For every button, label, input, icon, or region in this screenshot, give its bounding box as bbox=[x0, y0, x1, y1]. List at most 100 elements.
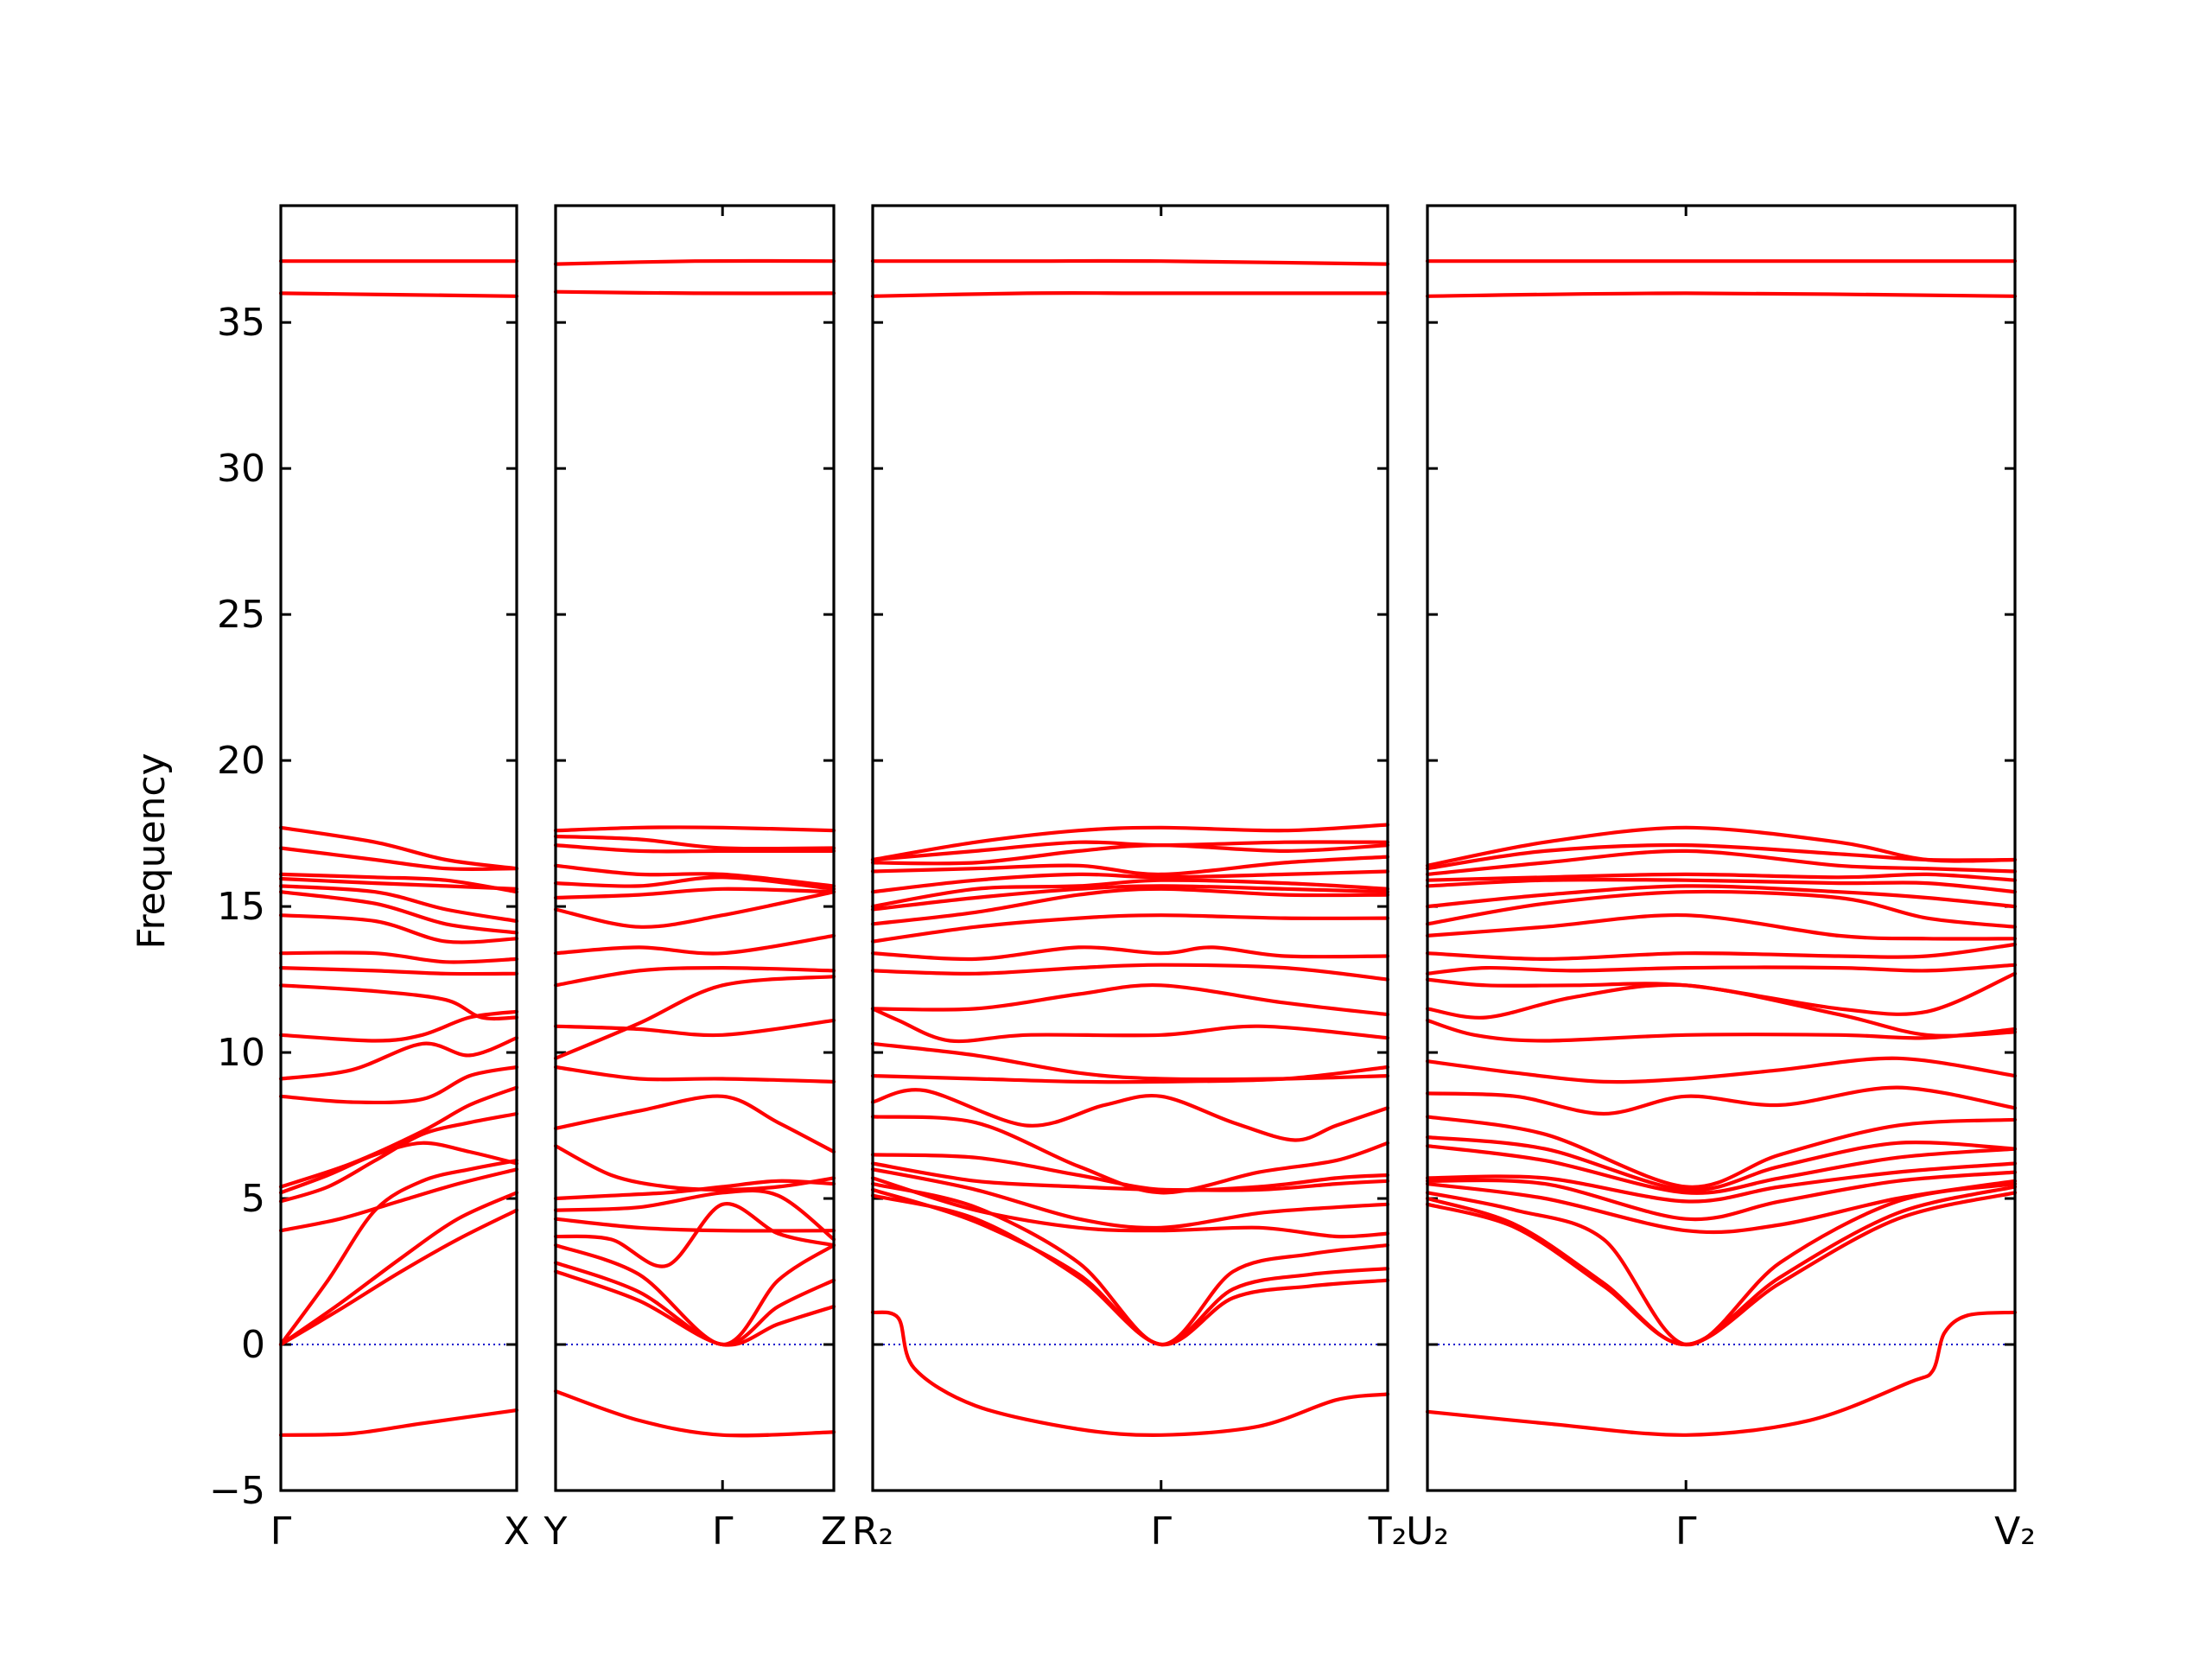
band-line bbox=[278, 1009, 519, 1043]
band-line bbox=[278, 1408, 519, 1437]
panel-frame bbox=[1426, 204, 2017, 1492]
band-line bbox=[1425, 825, 2018, 868]
y-tick-label: −5 bbox=[209, 1469, 265, 1513]
band-line bbox=[278, 983, 519, 1021]
y-tick-label: 30 bbox=[217, 447, 265, 491]
band-line bbox=[870, 1115, 1390, 1195]
band-line bbox=[870, 878, 1390, 909]
x-tick-label: V₂ bbox=[1994, 1510, 2036, 1554]
band-line bbox=[870, 855, 1390, 877]
band-line bbox=[553, 258, 836, 266]
band-line bbox=[1425, 971, 2018, 1016]
band-line bbox=[1425, 942, 2018, 961]
band-line bbox=[1425, 1135, 2018, 1192]
band-line bbox=[1425, 849, 2018, 876]
band-line bbox=[553, 1094, 836, 1154]
band-line bbox=[870, 982, 1390, 1017]
band-line bbox=[278, 1191, 519, 1347]
y-tick-label: 10 bbox=[217, 1031, 265, 1075]
band-line bbox=[870, 884, 1390, 912]
band-line bbox=[278, 913, 519, 944]
band-line bbox=[870, 913, 1390, 944]
band-line bbox=[1425, 1056, 2018, 1084]
band-line bbox=[278, 966, 519, 976]
band-line bbox=[278, 291, 519, 298]
band-line bbox=[553, 1243, 836, 1347]
band-line bbox=[1425, 1085, 2018, 1116]
band-line bbox=[870, 291, 1390, 298]
band-line bbox=[278, 1141, 519, 1195]
x-tick-label: Γ bbox=[1675, 1510, 1697, 1554]
band-line bbox=[553, 1217, 836, 1233]
band-line bbox=[278, 846, 519, 872]
x-tick-label: U₂ bbox=[1406, 1510, 1449, 1554]
band-line bbox=[278, 884, 519, 924]
band-line bbox=[1425, 291, 2018, 298]
band-line bbox=[1425, 1182, 2018, 1347]
x-tick-label: R₂ bbox=[852, 1510, 893, 1554]
band-line bbox=[1425, 884, 2018, 909]
band-line bbox=[553, 1269, 836, 1347]
band-line bbox=[1425, 1179, 2018, 1235]
panel-3: R₂ Γ T₂ bbox=[852, 204, 1408, 1554]
band-line bbox=[278, 1085, 519, 1189]
band-line bbox=[553, 834, 836, 851]
band-line bbox=[553, 1018, 836, 1038]
band-line bbox=[870, 843, 1390, 866]
band-line bbox=[553, 1202, 836, 1268]
band-line bbox=[553, 1389, 836, 1438]
panel-frame bbox=[279, 204, 518, 1492]
band-line bbox=[870, 1182, 1390, 1347]
band-line bbox=[278, 825, 519, 871]
band-line bbox=[553, 825, 836, 833]
band-line bbox=[870, 945, 1390, 962]
band-line bbox=[278, 1167, 519, 1233]
band-line bbox=[278, 1065, 519, 1105]
y-tick-label: 5 bbox=[241, 1177, 265, 1221]
band-line bbox=[278, 872, 519, 894]
x-tick-label: Γ bbox=[270, 1510, 292, 1554]
band-line bbox=[870, 1167, 1390, 1230]
band-line bbox=[278, 1036, 519, 1081]
band-line bbox=[870, 1153, 1390, 1192]
band-line bbox=[553, 966, 836, 988]
band-line bbox=[1425, 1170, 2018, 1222]
x-tick-label: T₂ bbox=[1368, 1510, 1408, 1554]
band-line bbox=[553, 289, 836, 296]
band-line bbox=[870, 1007, 1390, 1044]
band-line bbox=[1425, 912, 2018, 941]
band-line bbox=[870, 1310, 1390, 1437]
band-line bbox=[278, 950, 519, 964]
panel-frame bbox=[871, 204, 1389, 1492]
band-line bbox=[870, 258, 1390, 266]
x-tick-label: Γ bbox=[712, 1510, 734, 1554]
band-line bbox=[1425, 1018, 2018, 1043]
band-line bbox=[553, 1065, 836, 1084]
band-line bbox=[553, 1261, 836, 1347]
y-tick-label: 15 bbox=[217, 885, 265, 929]
x-tick-label: Γ bbox=[1151, 1510, 1173, 1554]
band-line bbox=[1425, 889, 2018, 929]
band-line bbox=[553, 933, 836, 956]
band-line bbox=[870, 1041, 1390, 1082]
y-axis-label: Frequency bbox=[130, 753, 174, 949]
panel-frame bbox=[554, 204, 836, 1492]
band-line bbox=[870, 1088, 1390, 1142]
band-line bbox=[870, 840, 1390, 862]
y-axis-ticks: −5 0 5 10 15 20 25 30 35 bbox=[209, 301, 265, 1513]
x-tick-label: X bbox=[504, 1510, 530, 1554]
y-tick-label: 0 bbox=[241, 1323, 265, 1367]
panel-4: U₂ Γ V₂ bbox=[1406, 204, 2036, 1554]
band-line bbox=[1425, 1144, 2018, 1195]
x-tick-label: Z bbox=[821, 1510, 847, 1554]
band-line bbox=[553, 863, 836, 888]
band-line bbox=[278, 1208, 519, 1347]
x-tick-label: Y bbox=[543, 1510, 568, 1554]
band-line bbox=[1425, 963, 2018, 976]
band-line bbox=[278, 890, 519, 935]
band-line bbox=[278, 1111, 519, 1204]
band-line bbox=[870, 823, 1390, 862]
band-line bbox=[553, 975, 836, 1060]
